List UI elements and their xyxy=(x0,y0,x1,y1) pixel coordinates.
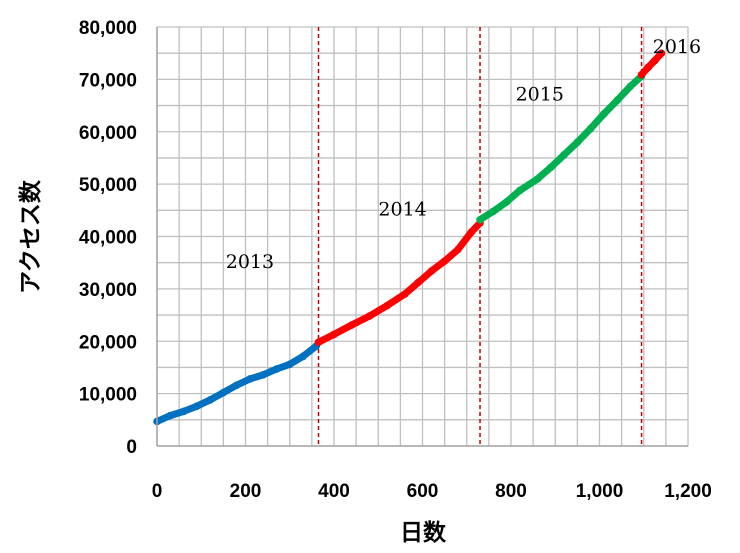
y-tick-label: 10,000 xyxy=(79,385,137,406)
data-point xyxy=(206,396,214,404)
data-point xyxy=(347,321,356,329)
axis-layer xyxy=(156,27,688,447)
data-point xyxy=(246,375,254,383)
data-point xyxy=(586,124,595,133)
year-label: 2013 xyxy=(226,251,274,273)
y-tick-label: 60,000 xyxy=(79,123,137,144)
data-point xyxy=(476,215,484,224)
data-point xyxy=(644,63,652,72)
y-tick-label: 70,000 xyxy=(79,70,137,91)
data-point xyxy=(489,207,498,216)
y-axis-title: アクセス数 xyxy=(18,179,44,294)
data-point xyxy=(547,163,555,172)
year-label: 2016 xyxy=(653,36,701,58)
x-tick-label: 800 xyxy=(495,481,527,502)
tick-label-layer: 0 200 400 600 800 1,000 1,200 0 10,000 20,000 30,0… xyxy=(79,18,712,502)
data-point xyxy=(626,82,635,90)
data-point xyxy=(637,70,646,79)
data-point xyxy=(299,352,307,361)
grid-layer xyxy=(156,26,689,447)
data-point xyxy=(600,110,608,118)
year-label: 2014 xyxy=(378,199,426,221)
y-tick-label: 80,000 xyxy=(79,18,137,39)
x-tick-label: 200 xyxy=(230,481,262,502)
series-line-4 xyxy=(638,49,665,79)
data-point xyxy=(365,312,374,320)
data-point xyxy=(272,365,281,373)
data-point xyxy=(219,388,228,397)
data-point xyxy=(285,360,294,369)
data-point xyxy=(314,338,323,347)
data-point xyxy=(166,411,175,420)
data-point xyxy=(613,96,621,105)
data-point xyxy=(401,290,409,298)
data-point xyxy=(414,278,422,287)
year-annotation-layer: 2013 2014 2015 2016 xyxy=(226,36,701,273)
data-point xyxy=(467,228,475,237)
data-point xyxy=(330,330,338,339)
y-tick-label: 30,000 xyxy=(79,280,137,301)
data-point xyxy=(193,402,201,410)
x-tick-label: 400 xyxy=(318,481,350,502)
data-point xyxy=(516,186,524,195)
x-tick-label: 0 xyxy=(152,481,163,502)
data-point xyxy=(232,381,241,390)
data-point xyxy=(657,49,666,57)
data-point xyxy=(651,56,659,65)
data-point xyxy=(427,267,436,275)
series-layer xyxy=(153,49,666,426)
data-point xyxy=(454,245,462,254)
y-tick-label: 50,000 xyxy=(79,175,137,196)
data-point xyxy=(383,301,391,310)
data-point xyxy=(533,175,542,183)
y-tick-label: 0 xyxy=(126,437,137,458)
data-point xyxy=(560,150,568,159)
x-tick-label: 1,200 xyxy=(664,481,712,502)
data-point xyxy=(259,370,268,379)
data-point xyxy=(179,407,188,416)
data-point xyxy=(440,257,449,265)
data-point xyxy=(502,198,511,206)
x-tick-label: 600 xyxy=(407,481,439,502)
year-label: 2015 xyxy=(516,83,564,105)
y-tick-label: 20,000 xyxy=(79,332,137,353)
data-point xyxy=(573,138,582,147)
series-line-2 xyxy=(315,219,484,346)
y-tick-label: 40,000 xyxy=(79,228,137,249)
x-tick-label: 1,000 xyxy=(576,481,624,502)
x-axis-title: 日数 xyxy=(400,520,447,546)
